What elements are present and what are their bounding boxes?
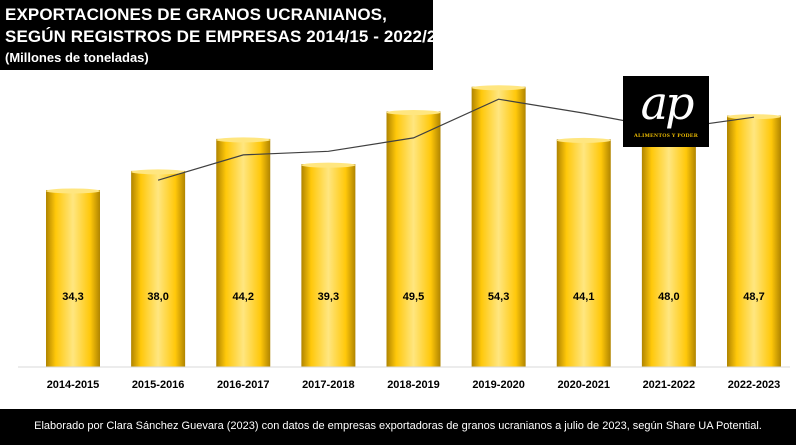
chart-title-line2: SEGÚN REGISTROS DE EMPRESAS 2014/15 - 20…	[5, 27, 447, 46]
x-tick-label: 2021-2022	[643, 379, 696, 391]
x-tick-label: 2022-2023	[728, 379, 781, 391]
bar-body	[386, 111, 441, 367]
value-label: 48,7	[743, 291, 764, 303]
bar-2014-2015	[46, 188, 100, 367]
bar-cap	[386, 110, 441, 116]
bar-cap	[216, 137, 271, 143]
bar-body	[131, 170, 186, 367]
value-label: 44,2	[233, 291, 254, 303]
title-box: EXPORTACIONES DE GRANOS UCRANIANOS, SEGÚ…	[0, 0, 446, 70]
bar-2015-2016	[131, 169, 186, 367]
bar-cap	[471, 85, 526, 91]
bar-cap	[727, 114, 781, 120]
bar-2016-2017	[216, 137, 271, 367]
value-label: 44,1	[573, 291, 594, 303]
logo-text: ALIMENTOS Y PODER	[633, 133, 699, 139]
bar-body	[471, 86, 526, 367]
footer-source-bar: Elaborado por Clara Sánchez Guevara (202…	[0, 409, 796, 445]
bar-2021-2022	[641, 117, 696, 368]
bar-2017-2018	[301, 162, 356, 367]
bar-2018-2019	[386, 110, 441, 367]
x-tick-label: 2014-2015	[47, 379, 100, 391]
logo-mark: ap	[640, 76, 695, 130]
x-tick-label: 2015-2016	[132, 379, 185, 391]
x-tick-labels-group: 2014-2015 2015-2016 2016-2017 2017-2018 2018…	[47, 379, 781, 391]
x-tick-label: 2016-2017	[217, 379, 270, 391]
bar-2019-2020	[471, 85, 526, 367]
value-label: 54,3	[488, 291, 509, 303]
value-label: 38,0	[147, 291, 168, 303]
bar-cap	[301, 162, 356, 168]
chart-subtitle: (Millones de toneladas)	[5, 50, 149, 65]
bar-2020-2021	[556, 137, 611, 367]
x-tick-label: 2020-2021	[557, 379, 610, 391]
value-labels-group: 34,3 38,0 44,2 39,3 49,5 54,3 44,1 48,0 48,7	[62, 291, 764, 303]
x-tick-label: 2018-2019	[387, 379, 440, 391]
x-tick-label: 2019-2020	[472, 379, 525, 391]
bars-group	[46, 85, 781, 368]
value-label: 34,3	[62, 291, 83, 303]
bar-cap	[131, 169, 186, 175]
alimentos-y-poder-logo: ap ALIMENTOS Y PODER	[623, 76, 709, 147]
bar-body	[641, 119, 696, 368]
value-label: 39,3	[318, 291, 339, 303]
bar-body	[727, 115, 781, 367]
x-tick-label: 2017-2018	[302, 379, 355, 391]
bar-body	[556, 139, 611, 367]
bar-body	[46, 189, 100, 367]
bar-body	[216, 138, 271, 367]
footer-source-text: Elaborado por Clara Sánchez Guevara (202…	[34, 420, 762, 432]
bar-2022-2023	[727, 114, 781, 367]
bar-body	[301, 164, 356, 367]
value-label: 49,5	[403, 291, 424, 303]
bar-cap	[46, 188, 100, 194]
value-label: 48,0	[658, 291, 679, 303]
chart-title-line1: EXPORTACIONES DE GRANOS UCRANIANOS,	[5, 5, 387, 24]
bar-cap	[556, 137, 611, 143]
